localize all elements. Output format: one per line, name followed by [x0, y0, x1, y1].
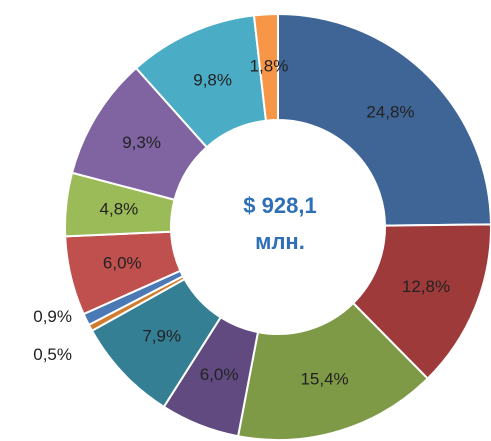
value-label: 12,8% [402, 277, 450, 296]
value-label: 6,0% [103, 253, 142, 272]
value-label: 4,8% [100, 199, 139, 218]
donut-slice [277, 12, 491, 227]
value-label: 15,4% [300, 370, 348, 389]
value-label: 1,8% [250, 57, 289, 76]
value-label: 9,3% [122, 133, 161, 152]
value-label: 6,0% [200, 365, 239, 384]
value-label: 0,5% [33, 345, 72, 364]
value-label: 0,9% [33, 307, 72, 326]
donut-slice [351, 223, 491, 380]
center-amount: $ 928,1 [243, 193, 316, 218]
donut-slice [252, 12, 279, 122]
center-unit: млн. [255, 229, 305, 254]
value-label: 9,8% [193, 70, 232, 89]
value-label: 24,8% [366, 103, 414, 122]
value-label: 7,9% [142, 326, 181, 345]
